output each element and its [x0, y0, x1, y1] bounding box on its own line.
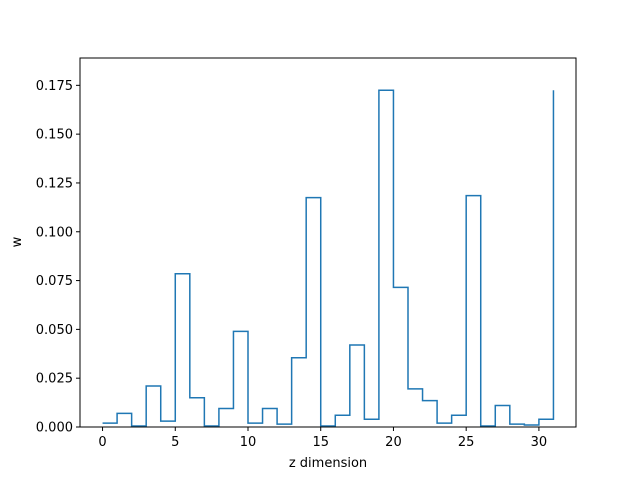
y-tick-label: 0.000: [36, 421, 73, 436]
y-tick-label: 0.125: [36, 176, 73, 191]
x-tick-label: 15: [312, 435, 329, 450]
y-tick-label: 0.025: [36, 372, 73, 387]
y-tick-label: 0.150: [36, 128, 73, 143]
plot-area: [80, 58, 576, 427]
y-tick-label: 0.050: [36, 323, 73, 338]
y-tick-label: 0.100: [36, 225, 73, 240]
y-axis-label: w: [10, 236, 25, 247]
x-tick-label: 25: [458, 435, 475, 450]
series-layer: [102, 89, 555, 427]
x-tick-label: 20: [385, 435, 402, 450]
x-tick-label: 10: [240, 435, 257, 450]
axes-layer: [79, 57, 577, 428]
x-axis-label: z dimension: [289, 456, 367, 471]
x-tick-label: 30: [531, 435, 548, 450]
x-tick-label: 5: [171, 435, 179, 450]
plot-frame: [79, 57, 577, 428]
y-tick-label: 0.075: [36, 274, 73, 289]
y-tick-label: 0.175: [36, 79, 73, 94]
series-line-0: [102, 89, 555, 427]
x-axis-ticks: 0 5 10 15 20 25 30: [98, 427, 547, 450]
y-axis-ticks: 0.000 0.025 0.050 0.075 0.100 0.125 0.150 0.175: [36, 79, 80, 436]
x-tick-label: 0: [98, 435, 106, 450]
